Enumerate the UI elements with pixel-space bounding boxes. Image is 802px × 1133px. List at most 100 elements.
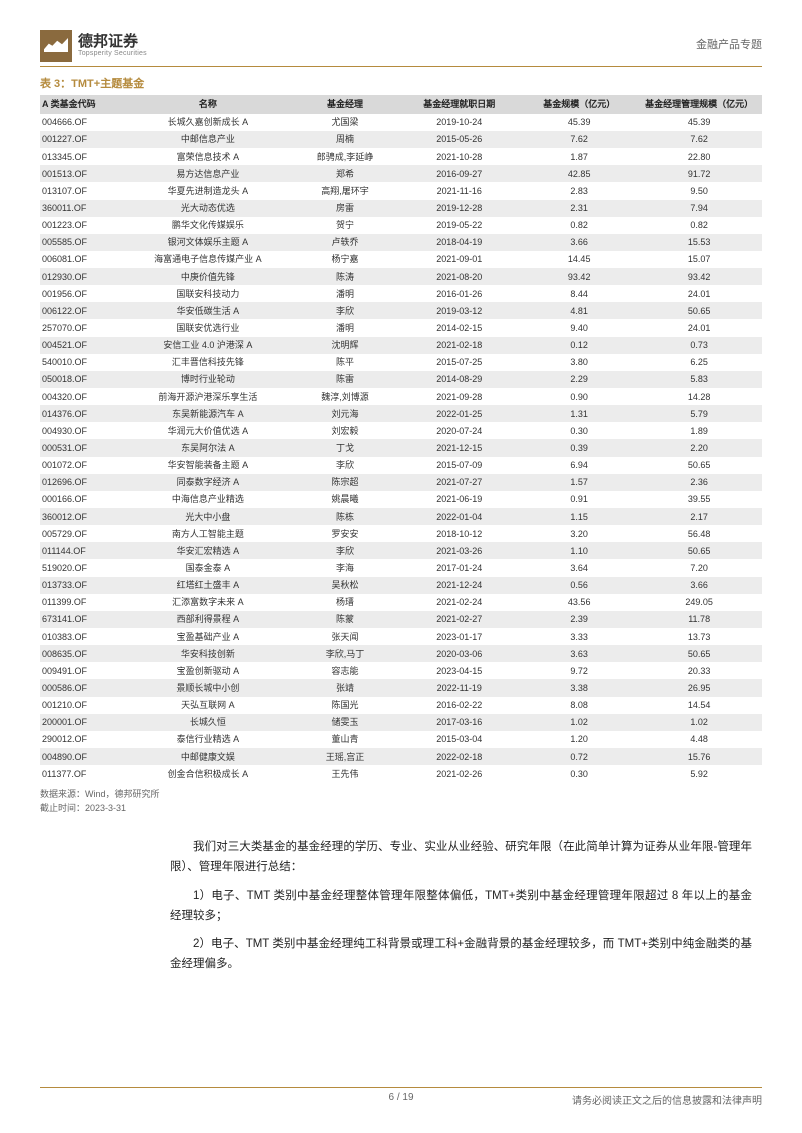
table-cell: 000531.OF <box>40 439 122 456</box>
table-cell: 富荣信息技术 A <box>122 148 293 165</box>
table-cell: 2.29 <box>522 371 636 388</box>
table-cell: 1.10 <box>522 542 636 559</box>
table-cell: 王先伟 <box>294 765 397 782</box>
table-cell: 1.31 <box>522 405 636 422</box>
table-cell: 519020.OF <box>40 559 122 576</box>
table-cell: 005585.OF <box>40 234 122 251</box>
table-cell: 王瑶,宫正 <box>294 748 397 765</box>
table-row: 290012.OF泰信行业精选 A董山青2015-03-041.204.48 <box>40 731 762 748</box>
table-cell: 1.02 <box>636 714 762 731</box>
table-cell: 93.42 <box>636 268 762 285</box>
table-cell: 2019-12-28 <box>396 200 522 217</box>
table-cell: 540010.OF <box>40 354 122 371</box>
table-cell: 天弘互联网 A <box>122 697 293 714</box>
table-cell: 0.82 <box>636 217 762 234</box>
table-cell: 0.90 <box>522 388 636 405</box>
table-cell: 容志能 <box>294 662 397 679</box>
table-row: 001210.OF天弘互联网 A陈国光2016-02-228.0814.54 <box>40 697 762 714</box>
page-header: 德邦证券 Topsperity Securities 金融产品专题 <box>40 30 762 62</box>
table-cell: 50.65 <box>636 302 762 319</box>
table-row: 360011.OF光大动态优选房雷2019-12-282.317.94 <box>40 200 762 217</box>
table-cell: 鹏华文化传媒娱乐 <box>122 217 293 234</box>
table-cell: 东吴新能源汽车 A <box>122 405 293 422</box>
table-cell: 14.28 <box>636 388 762 405</box>
table-row: 000166.OF中海信息产业精选姚晨曦2021-06-190.9139.55 <box>40 491 762 508</box>
table-cell: 2016-09-27 <box>396 165 522 182</box>
table-cell: 008635.OF <box>40 645 122 662</box>
table-cell: 魏淳,刘博源 <box>294 388 397 405</box>
table-cell: 050018.OF <box>40 371 122 388</box>
table-row: 011144.OF华安汇宏精选 A李欣2021-03-261.1050.65 <box>40 542 762 559</box>
table-row: 001513.OF易方达信息产业郑希2016-09-2742.8591.72 <box>40 165 762 182</box>
table-cell: 2021-12-15 <box>396 439 522 456</box>
table-cell: 2021-10-28 <box>396 148 522 165</box>
table-row: 013107.OF华夏先进制造龙头 A高翔,屠环宇2021-11-162.839… <box>40 182 762 199</box>
column-header: 基金经理管理规模（亿元） <box>636 95 762 114</box>
column-header: A 类基金代码 <box>40 95 122 114</box>
table-cell: 周楠 <box>294 131 397 148</box>
table-cell: 安信工业 4.0 沪港深 A <box>122 337 293 354</box>
table-cell: 2015-07-09 <box>396 457 522 474</box>
table-cell: 009491.OF <box>40 662 122 679</box>
table-cell: 2021-12-24 <box>396 577 522 594</box>
table-row: 006122.OF华安低碳生活 A李欣2019-03-124.8150.65 <box>40 302 762 319</box>
table-cell: 45.39 <box>522 114 636 131</box>
table-cell: 李欣,马丁 <box>294 645 397 662</box>
table-cell: 易方达信息产业 <box>122 165 293 182</box>
table-cell: 2021-02-27 <box>396 611 522 628</box>
table-cell: 22.80 <box>636 148 762 165</box>
table-cell: 50.65 <box>636 645 762 662</box>
table-cell: 2014-02-15 <box>396 319 522 336</box>
table-cell: 刘元海 <box>294 405 397 422</box>
bullet-1: 1）电子、TMT 类别中基金经理整体管理年限整体偏低，TMT+类别中基金经理管理… <box>170 886 752 926</box>
table-cell: 2021-08-20 <box>396 268 522 285</box>
table-cell: 673141.OF <box>40 611 122 628</box>
table-cell: 储雯玉 <box>294 714 397 731</box>
table-cell: 房雷 <box>294 200 397 217</box>
table-row: 540010.OF汇丰晋信科技先锋陈平2015-07-253.806.25 <box>40 354 762 371</box>
table-row: 004666.OF长城久嘉创新成长 A尤国梁2019-10-2445.3945.… <box>40 114 762 131</box>
logo-text: 德邦证券 Topsperity Securities <box>78 34 147 58</box>
table-cell: 长城久恒 <box>122 714 293 731</box>
table-cell: 004666.OF <box>40 114 122 131</box>
table-cell: 1.20 <box>522 731 636 748</box>
table-cell: 3.64 <box>522 559 636 576</box>
table-cell: 贺宁 <box>294 217 397 234</box>
table-cell: 2.36 <box>636 474 762 491</box>
table-row: 001956.OF国联安科技动力潘明2016-01-268.4424.01 <box>40 285 762 302</box>
table-cell: 13.73 <box>636 628 762 645</box>
table-cell: 0.91 <box>522 491 636 508</box>
table-cell: 3.63 <box>522 645 636 662</box>
table-cell: 2020-03-06 <box>396 645 522 662</box>
table-cell: 15.53 <box>636 234 762 251</box>
table-cell: 56.48 <box>636 525 762 542</box>
table-cell: 姚晨曦 <box>294 491 397 508</box>
table-cell: 001072.OF <box>40 457 122 474</box>
table-cell: 光大中小盘 <box>122 508 293 525</box>
table-cell: 陈栋 <box>294 508 397 525</box>
table-row: 004521.OF安信工业 4.0 沪港深 A沈明辉2021-02-180.12… <box>40 337 762 354</box>
table-cell: 2022-11-19 <box>396 679 522 696</box>
logo-title: 德邦证券 <box>78 34 147 51</box>
table-cell: 360011.OF <box>40 200 122 217</box>
table-cell: 360012.OF <box>40 508 122 525</box>
table-row: 011399.OF汇添富数字未来 A杨瑨2021-02-2443.56249.0… <box>40 594 762 611</box>
table-cell: 012930.OF <box>40 268 122 285</box>
table-row: 257070.OF国联安优选行业潘明2014-02-159.4024.01 <box>40 319 762 336</box>
table-cell: 9.50 <box>636 182 762 199</box>
table-cell: 杨瑨 <box>294 594 397 611</box>
table-cell: 杨宁嘉 <box>294 251 397 268</box>
table-cell: 8.44 <box>522 285 636 302</box>
header-category: 金融产品专题 <box>696 30 762 52</box>
table-cell: 8.08 <box>522 697 636 714</box>
table-cell: 14.54 <box>636 697 762 714</box>
table-cell: 长城久嘉创新成长 A <box>122 114 293 131</box>
table-cell: 001227.OF <box>40 131 122 148</box>
table-cell: 2021-09-01 <box>396 251 522 268</box>
table-cell: 6.94 <box>522 457 636 474</box>
table-cell: 2021-02-24 <box>396 594 522 611</box>
table-cell: 国联安优选行业 <box>122 319 293 336</box>
table-cell: 2020-07-24 <box>396 422 522 439</box>
table-cell: 陈雷 <box>294 371 397 388</box>
table-cell: 006081.OF <box>40 251 122 268</box>
